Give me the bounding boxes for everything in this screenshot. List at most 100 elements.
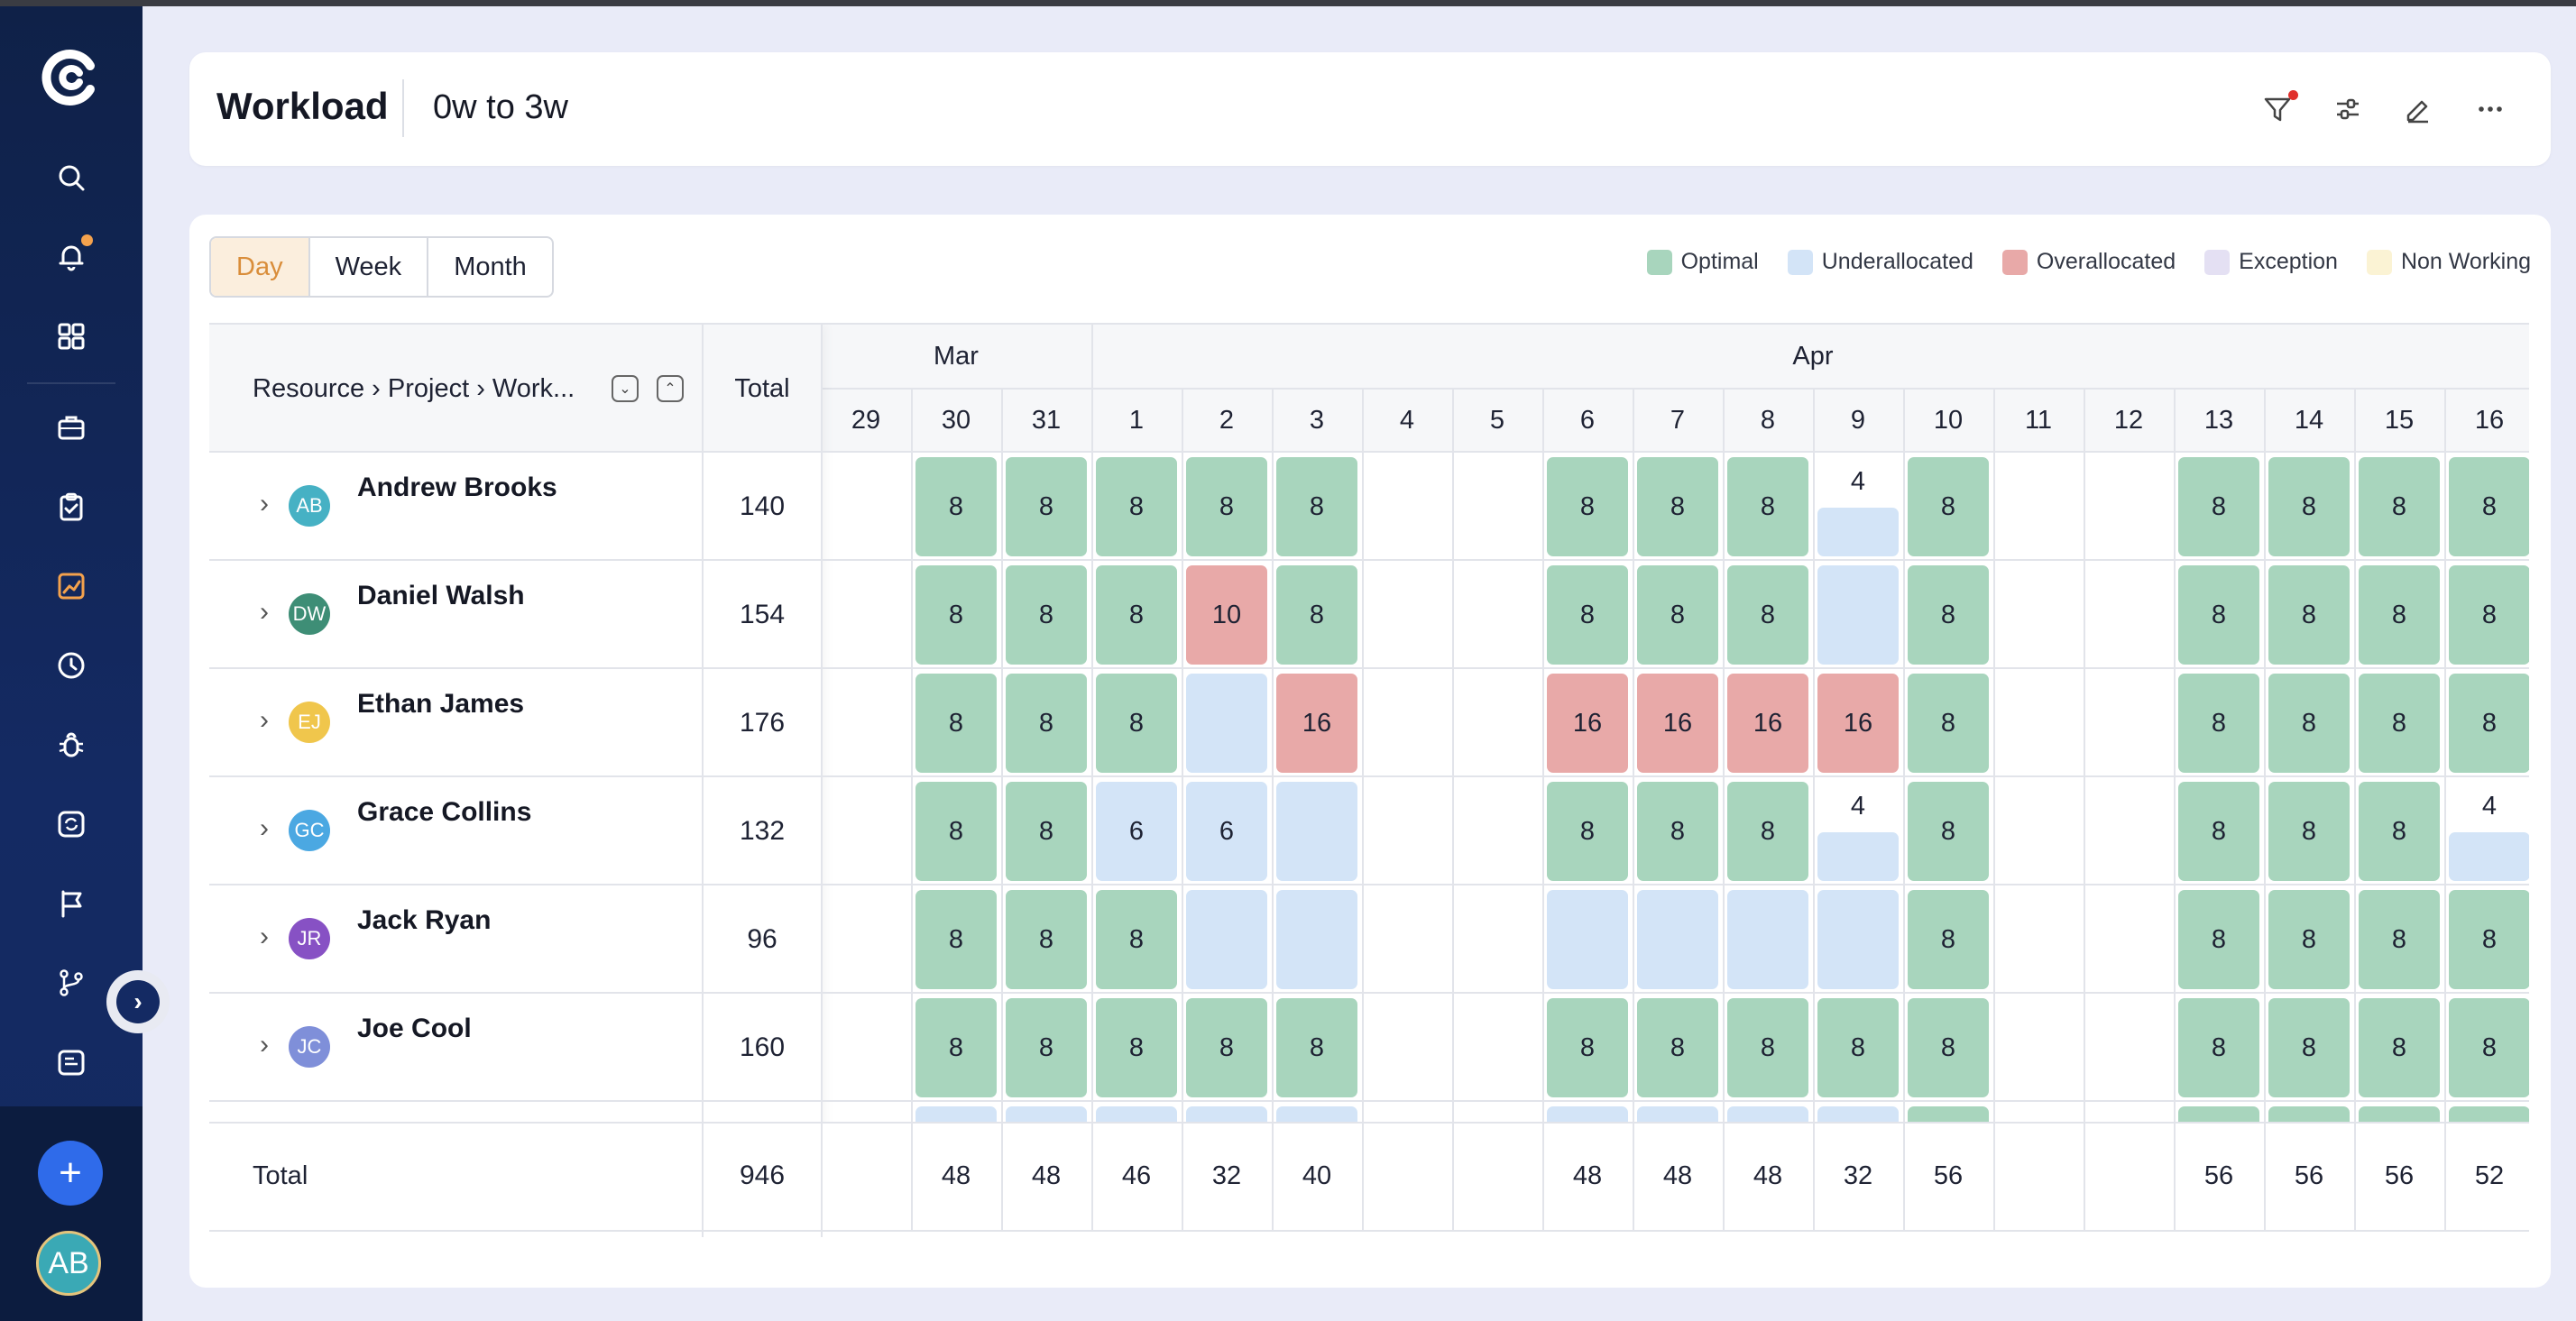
allocation-cell[interactable]: 8 — [2359, 565, 2440, 665]
resource-name[interactable]: Joe Cool — [357, 1014, 472, 1043]
allocation-cell[interactable]: 8 — [2178, 998, 2259, 1097]
allocation-cell[interactable]: 8 — [2268, 890, 2350, 989]
allocation-cell[interactable] — [1276, 890, 1357, 989]
allocation-cell[interactable]: 8 — [2449, 890, 2529, 989]
allocation-cell[interactable] — [2449, 832, 2529, 881]
allocation-cell[interactable]: 16 — [1817, 674, 1899, 773]
create-new-button[interactable]: + — [38, 1141, 103, 1206]
allocation-cell[interactable]: 8 — [2178, 890, 2259, 989]
allocation-cell[interactable] — [1276, 782, 1357, 881]
allocation-cell[interactable]: 8 — [2268, 565, 2350, 665]
expand-row-chevron-icon[interactable]: › — [260, 1030, 269, 1060]
app-logo-icon[interactable] — [40, 46, 103, 109]
briefcase-icon[interactable] — [47, 403, 96, 452]
expand-row-chevron-icon[interactable]: › — [260, 597, 269, 627]
allocation-cell[interactable]: 8 — [1908, 890, 1989, 989]
allocation-cell[interactable]: 8 — [2268, 674, 2350, 773]
resource-name[interactable]: Jack Ryan — [357, 905, 492, 935]
allocation-cell[interactable]: 8 — [1547, 998, 1628, 1097]
resource-name[interactable]: Daniel Walsh — [357, 581, 525, 610]
allocation-cell[interactable]: 8 — [2449, 998, 2529, 1097]
bug-icon[interactable] — [47, 720, 96, 769]
allocation-cell[interactable]: 8 — [1637, 457, 1718, 556]
allocation-cell[interactable]: 8 — [1006, 998, 1087, 1097]
allocation-cell[interactable]: 8 — [915, 998, 997, 1097]
allocation-cell[interactable]: 8 — [1727, 998, 1808, 1097]
allocation-cell[interactable]: 8 — [1727, 565, 1808, 665]
allocation-cell[interactable]: 8 — [2359, 674, 2440, 773]
allocation-cell[interactable] — [1817, 565, 1899, 665]
sync-icon[interactable] — [47, 800, 96, 849]
allocation-cell[interactable]: 8 — [1908, 565, 1989, 665]
allocation-cell[interactable]: 8 — [1006, 674, 1087, 773]
allocation-cell[interactable]: 8 — [1096, 890, 1177, 989]
allocation-cell[interactable]: 8 — [1276, 565, 1357, 665]
allocation-cell[interactable]: 8 — [1637, 998, 1718, 1097]
allocation-cell[interactable]: 8 — [1186, 457, 1267, 556]
allocation-cell[interactable]: 6 — [1186, 782, 1267, 881]
user-avatar[interactable]: AB — [36, 1231, 101, 1296]
allocation-cell[interactable]: 8 — [1096, 565, 1177, 665]
allocation-cell[interactable]: 8 — [2359, 782, 2440, 881]
allocation-cell[interactable]: 8 — [2268, 782, 2350, 881]
allocation-cell[interactable]: 8 — [2449, 565, 2529, 665]
allocation-cell[interactable]: 8 — [1096, 674, 1177, 773]
clipboard-check-icon[interactable] — [47, 482, 96, 531]
expand-row-chevron-icon[interactable]: › — [260, 922, 269, 951]
expand-row-chevron-icon[interactable]: › — [260, 489, 269, 518]
allocation-cell[interactable]: 8 — [2178, 782, 2259, 881]
dashboard-grid-icon[interactable] — [47, 312, 96, 361]
allocation-cell[interactable]: 8 — [1908, 457, 1989, 556]
clock-icon[interactable] — [47, 641, 96, 690]
allocation-cell[interactable]: 8 — [1637, 565, 1718, 665]
allocation-cell[interactable] — [1186, 890, 1267, 989]
allocation-cell[interactable]: 8 — [1186, 998, 1267, 1097]
search-icon[interactable] — [47, 153, 96, 202]
allocation-cell[interactable]: 16 — [1727, 674, 1808, 773]
allocation-cell[interactable]: 8 — [1727, 782, 1808, 881]
allocation-cell[interactable] — [1637, 890, 1718, 989]
allocation-cell[interactable]: 8 — [2449, 457, 2529, 556]
expand-row-chevron-icon[interactable]: › — [260, 813, 269, 843]
allocation-cell[interactable]: 16 — [1637, 674, 1718, 773]
flag-icon[interactable] — [47, 879, 96, 928]
allocation-cell[interactable] — [1727, 890, 1808, 989]
view-option-day[interactable]: Day — [211, 238, 310, 296]
allocation-cell[interactable] — [1547, 890, 1628, 989]
resource-name[interactable]: Grace Collins — [357, 797, 532, 827]
view-option-month[interactable]: Month — [454, 252, 527, 281]
allocation-cell[interactable]: 8 — [1006, 457, 1087, 556]
allocation-cell[interactable]: 8 — [1908, 998, 1989, 1097]
allocation-cell[interactable]: 8 — [2178, 565, 2259, 665]
allocation-cell[interactable]: 8 — [2268, 998, 2350, 1097]
allocation-cell[interactable]: 8 — [915, 890, 997, 989]
allocation-cell[interactable] — [1817, 832, 1899, 881]
allocation-cell[interactable] — [1817, 890, 1899, 989]
resource-name[interactable]: Andrew Brooks — [357, 472, 557, 502]
allocation-cell[interactable]: 8 — [2449, 674, 2529, 773]
allocation-cell[interactable]: 10 — [1186, 565, 1267, 665]
expand-row-chevron-icon[interactable]: › — [260, 705, 269, 735]
resource-name[interactable]: Ethan James — [357, 689, 525, 719]
allocation-cell[interactable]: 8 — [1006, 782, 1087, 881]
notes-icon[interactable] — [47, 1038, 96, 1087]
allocation-cell[interactable]: 16 — [1276, 674, 1357, 773]
allocation-cell[interactable]: 8 — [1547, 565, 1628, 665]
allocation-cell[interactable]: 8 — [1096, 457, 1177, 556]
allocation-cell[interactable]: 8 — [2178, 674, 2259, 773]
filter-icon[interactable] — [2253, 85, 2302, 133]
allocation-cell[interactable]: 8 — [915, 674, 997, 773]
reports-chart-icon[interactable] — [47, 562, 96, 610]
allocation-cell[interactable]: 8 — [2359, 998, 2440, 1097]
allocation-cell[interactable]: 8 — [2268, 457, 2350, 556]
allocation-cell[interactable]: 8 — [1908, 674, 1989, 773]
allocation-cell[interactable]: 8 — [915, 457, 997, 556]
allocation-cell[interactable]: 8 — [1096, 998, 1177, 1097]
more-options-icon[interactable] — [2466, 85, 2515, 133]
allocation-cell[interactable]: 8 — [1908, 782, 1989, 881]
allocation-cell[interactable]: 16 — [1547, 674, 1628, 773]
sidebar-expand-button[interactable]: › — [106, 970, 170, 1033]
allocation-cell[interactable]: 8 — [1276, 457, 1357, 556]
allocation-cell[interactable]: 8 — [2178, 457, 2259, 556]
allocation-cell[interactable]: 8 — [915, 565, 997, 665]
